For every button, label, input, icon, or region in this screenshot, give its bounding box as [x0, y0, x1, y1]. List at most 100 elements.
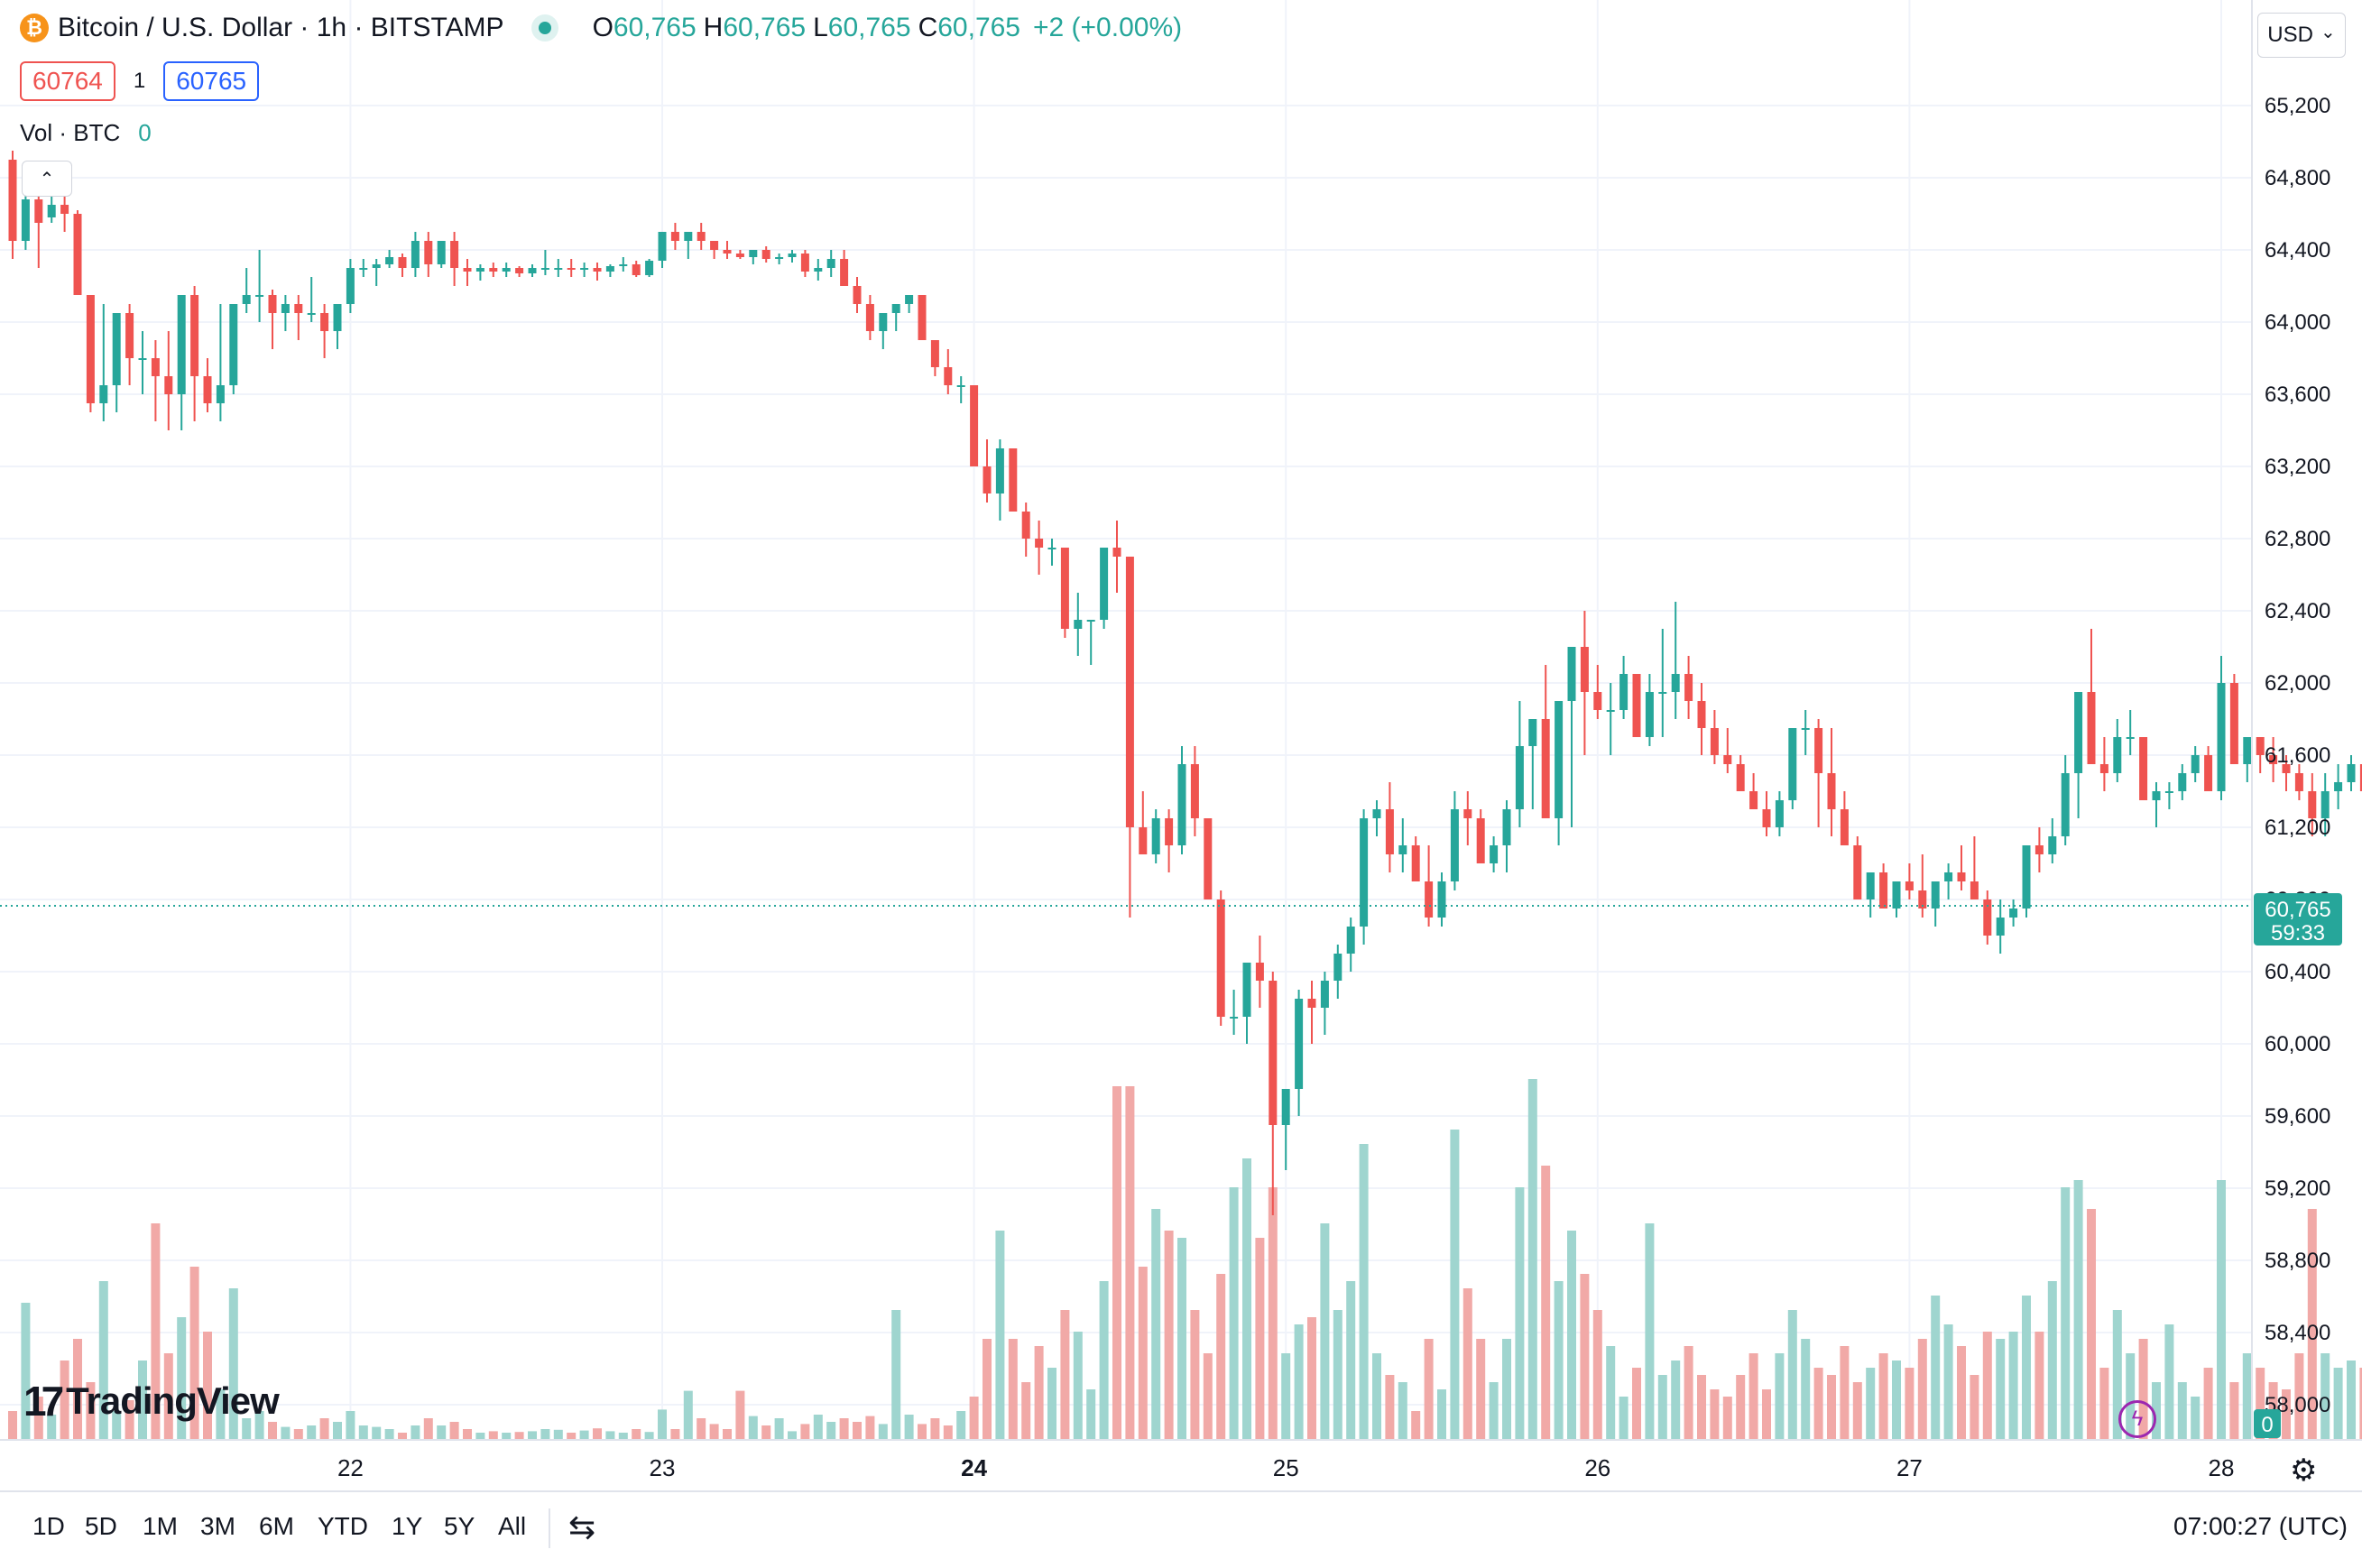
volume-bar: [1411, 1411, 1420, 1440]
candle-body: [1126, 557, 1134, 827]
volume-bar: [2048, 1281, 2057, 1440]
volume-bar: [502, 1433, 511, 1440]
candle-body: [1711, 728, 1719, 755]
range-button-1m[interactable]: 1M: [143, 1512, 178, 1541]
candle-body: [113, 313, 121, 385]
volume-bar: [424, 1418, 433, 1440]
open-value: 60,765: [614, 13, 697, 43]
volume-bar: [1723, 1397, 1732, 1440]
volume-bar: [605, 1431, 614, 1440]
range-button-all[interactable]: All: [498, 1512, 526, 1541]
lightning-bolt-icon[interactable]: ϟ: [2118, 1400, 2156, 1438]
candle-body: [1113, 548, 1121, 557]
collapse-legend-button[interactable]: ⌃: [22, 161, 72, 197]
candle-body: [2334, 782, 2342, 791]
candle-body: [801, 254, 809, 272]
volume-bar: [2061, 1187, 2070, 1440]
volume-bar: [2178, 1382, 2187, 1440]
candle-body: [2048, 836, 2056, 854]
volume-bar: [1112, 1086, 1121, 1440]
range-button-ytd[interactable]: YTD: [318, 1512, 368, 1541]
candle-body: [438, 241, 446, 264]
volume-bar: [1528, 1079, 1537, 1440]
candle-body: [1463, 809, 1472, 818]
candle-body: [775, 257, 783, 259]
candle-body: [2218, 683, 2226, 791]
y-axis-tick-label: 63,200: [2265, 455, 2330, 479]
volume-bar: [1606, 1346, 1615, 1440]
market-open-dot-icon[interactable]: [539, 22, 551, 34]
candle-body: [724, 250, 732, 254]
y-axis-tick-label: 62,400: [2265, 599, 2330, 623]
candle-body: [1944, 872, 1952, 881]
range-button-5d[interactable]: 5D: [85, 1512, 117, 1541]
volume-bar: [372, 1427, 381, 1440]
volume-bar: [1632, 1368, 1641, 1440]
candle-body: [373, 264, 381, 268]
candle-body: [1658, 692, 1666, 694]
chart-settings-gear-icon[interactable]: ⚙: [2290, 1453, 2317, 1489]
candle-body: [2009, 909, 2017, 918]
volume-bar: [2022, 1296, 2031, 1440]
tradingview-logo-icon[interactable]: 17 TradingView: [23, 1377, 279, 1425]
y-axis-tick-label: 64,400: [2265, 238, 2330, 263]
y-axis-tick-label: 64,000: [2265, 310, 2330, 335]
candle-body: [1970, 881, 1979, 899]
currency-selector[interactable]: USD ⌄: [2257, 13, 2346, 58]
calendar-goto-icon[interactable]: ⇆: [568, 1508, 595, 1546]
candle-body: [1932, 881, 1940, 909]
volume-bar: [1385, 1375, 1394, 1440]
volume-bar: [1060, 1310, 1069, 1440]
volume-bar: [1580, 1274, 1589, 1440]
volume-bar: [1009, 1339, 1018, 1440]
candle-body: [1490, 845, 1498, 863]
chart-canvas[interactable]: 58,00058,40058,80059,20059,60060,00060,4…: [0, 0, 2362, 1490]
open-label: O: [593, 13, 614, 43]
range-button-5y[interactable]: 5Y: [444, 1512, 475, 1541]
candle-body: [1749, 791, 1758, 809]
sell-price-button[interactable]: 60764: [20, 61, 115, 101]
volume-bar: [1788, 1310, 1797, 1440]
volume-bar: [1983, 1332, 1992, 1440]
candle-body: [515, 268, 523, 273]
y-axis-tick-label: 59,200: [2265, 1176, 2330, 1201]
volume-bar: [995, 1231, 1004, 1440]
range-button-1y[interactable]: 1Y: [392, 1512, 422, 1541]
volume-bar: [879, 1424, 888, 1440]
range-button-6m[interactable]: 6M: [259, 1512, 294, 1541]
candle-body: [1646, 692, 1654, 737]
volume-bar: [359, 1425, 368, 1440]
volume-bar: [475, 1433, 484, 1440]
range-button-1d[interactable]: 1D: [32, 1512, 65, 1541]
volume-bar: [1372, 1353, 1381, 1440]
volume-bar: [333, 1422, 342, 1440]
volume-legend[interactable]: Vol · BTC 0: [20, 119, 152, 147]
volume-bar: [1957, 1346, 1966, 1440]
volume-bar: [1190, 1310, 1199, 1440]
volume-bar: [294, 1429, 303, 1440]
candle-body: [697, 232, 706, 241]
volume-bar: [970, 1397, 979, 1440]
buy-price-button[interactable]: 60765: [163, 61, 259, 101]
candle-body: [866, 304, 874, 331]
volume-bar: [2229, 1382, 2238, 1440]
volume-bar: [1047, 1368, 1056, 1440]
symbol-title[interactable]: Bitcoin / U.S. Dollar · 1h · BITSTAMP: [58, 13, 504, 43]
grid-lines: [0, 0, 2362, 1440]
y-axis-tick-label: 62,000: [2265, 671, 2330, 696]
last-price-label: 60,765: [2265, 898, 2330, 922]
volume-bar: [1749, 1353, 1758, 1440]
volume-bar: [540, 1429, 549, 1440]
x-axis-tick-label: 24: [961, 1454, 987, 1481]
volume-bar: [761, 1425, 770, 1440]
close-value: 60,765: [937, 13, 1020, 43]
candle-body: [164, 376, 172, 394]
symbol-legend[interactable]: ₿ Bitcoin / U.S. Dollar · 1h · BITSTAMP …: [20, 13, 1182, 43]
candle-body: [1386, 809, 1394, 854]
range-button-3m[interactable]: 3M: [200, 1512, 235, 1541]
utc-clock[interactable]: 07:00:27 (UTC): [2173, 1512, 2348, 1541]
candle-body: [2153, 791, 2161, 800]
candle-body: [1879, 872, 1887, 909]
x-axis-tick-label: 25: [1273, 1454, 1299, 1481]
